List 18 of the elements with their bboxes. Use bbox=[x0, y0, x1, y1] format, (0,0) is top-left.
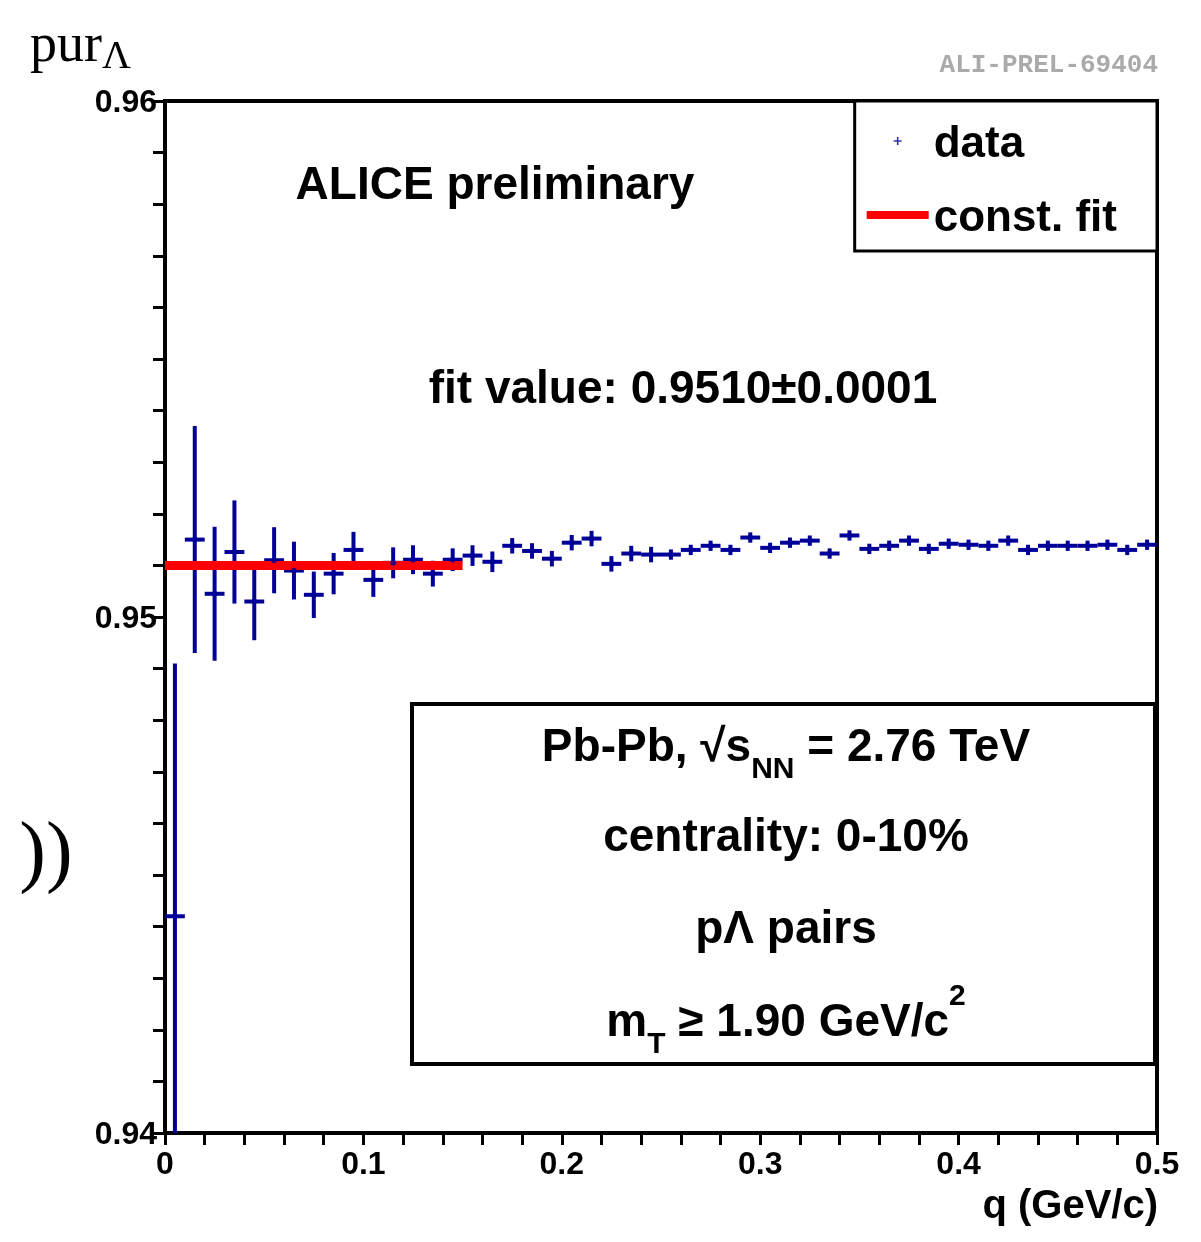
x-axis-title: q (GeV/c) bbox=[982, 1182, 1158, 1226]
annotation: centrality: 0-10% bbox=[603, 809, 969, 861]
y-tick-label: 0.96 bbox=[94, 83, 157, 119]
x-tick-label: 0.2 bbox=[539, 1145, 585, 1181]
x-tick-label: 0.3 bbox=[737, 1145, 783, 1181]
y-tick-label: 0.95 bbox=[94, 599, 157, 635]
text: ALI-PREL-69404 bbox=[939, 50, 1158, 80]
text: )) bbox=[19, 806, 73, 895]
x-tick-label: 0.1 bbox=[341, 1145, 386, 1181]
legend-label: const. fit bbox=[933, 190, 1118, 240]
x-tick-label: 0.4 bbox=[936, 1145, 982, 1181]
annotation: pΛ pairs bbox=[695, 901, 877, 953]
legend-label: data bbox=[933, 116, 1025, 166]
annotation: fit value: 0.9510±0.0001 bbox=[428, 361, 938, 413]
x-tick-label: 0.5 bbox=[1134, 1145, 1180, 1181]
x-tick-label: 0 bbox=[156, 1145, 174, 1181]
annotation: ALICE preliminary bbox=[295, 157, 695, 209]
y-tick-label: 0.94 bbox=[94, 1115, 158, 1151]
